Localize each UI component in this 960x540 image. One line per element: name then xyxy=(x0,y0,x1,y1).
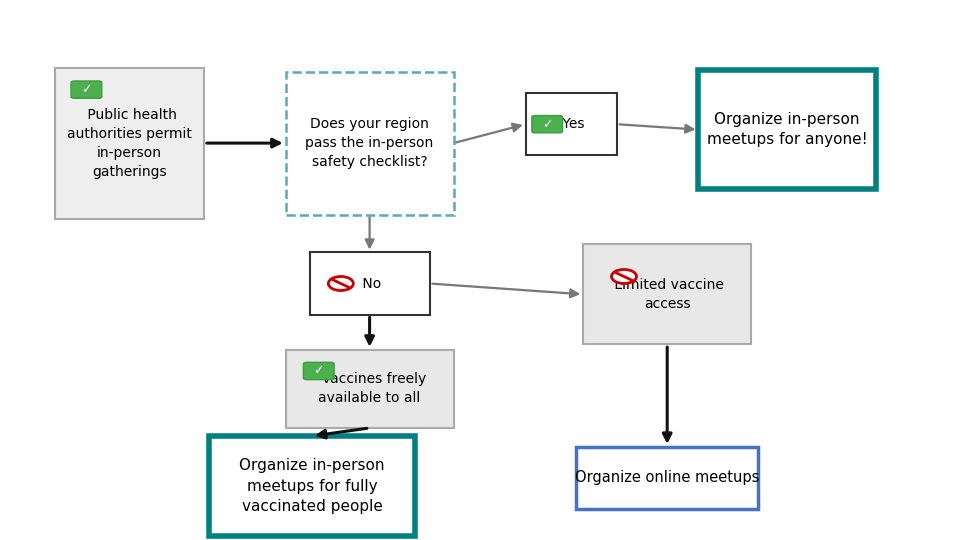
FancyBboxPatch shape xyxy=(286,350,453,428)
Text: Does your region
pass the in-person
safety checklist?: Does your region pass the in-person safe… xyxy=(305,117,434,169)
Circle shape xyxy=(612,269,636,284)
FancyBboxPatch shape xyxy=(583,244,751,345)
Text: ✓: ✓ xyxy=(542,118,552,131)
Text: Organize in-person
meetups for fully
vaccinated people: Organize in-person meetups for fully vac… xyxy=(239,458,385,514)
Text: ✓: ✓ xyxy=(314,364,324,377)
Text: Organize online meetups: Organize online meetups xyxy=(575,470,759,485)
FancyBboxPatch shape xyxy=(576,447,758,509)
FancyBboxPatch shape xyxy=(526,93,616,156)
Text: Limited vaccine
access: Limited vaccine access xyxy=(611,278,724,311)
Text: Organize in-person
meetups for anyone!: Organize in-person meetups for anyone! xyxy=(707,112,868,147)
FancyBboxPatch shape xyxy=(209,436,415,536)
Text: No: No xyxy=(358,276,381,291)
FancyBboxPatch shape xyxy=(56,68,204,219)
FancyBboxPatch shape xyxy=(698,70,876,189)
FancyBboxPatch shape xyxy=(303,362,334,380)
Text: ✓: ✓ xyxy=(82,83,91,96)
Text: Vaccines freely
available to all: Vaccines freely available to all xyxy=(313,372,426,406)
FancyBboxPatch shape xyxy=(71,81,102,98)
Text: Public health
authorities permit
in-person
gatherings: Public health authorities permit in-pers… xyxy=(67,107,192,179)
Circle shape xyxy=(328,276,353,291)
FancyBboxPatch shape xyxy=(286,71,453,214)
FancyBboxPatch shape xyxy=(309,252,430,314)
FancyBboxPatch shape xyxy=(532,116,563,133)
Text: Yes: Yes xyxy=(558,117,585,131)
